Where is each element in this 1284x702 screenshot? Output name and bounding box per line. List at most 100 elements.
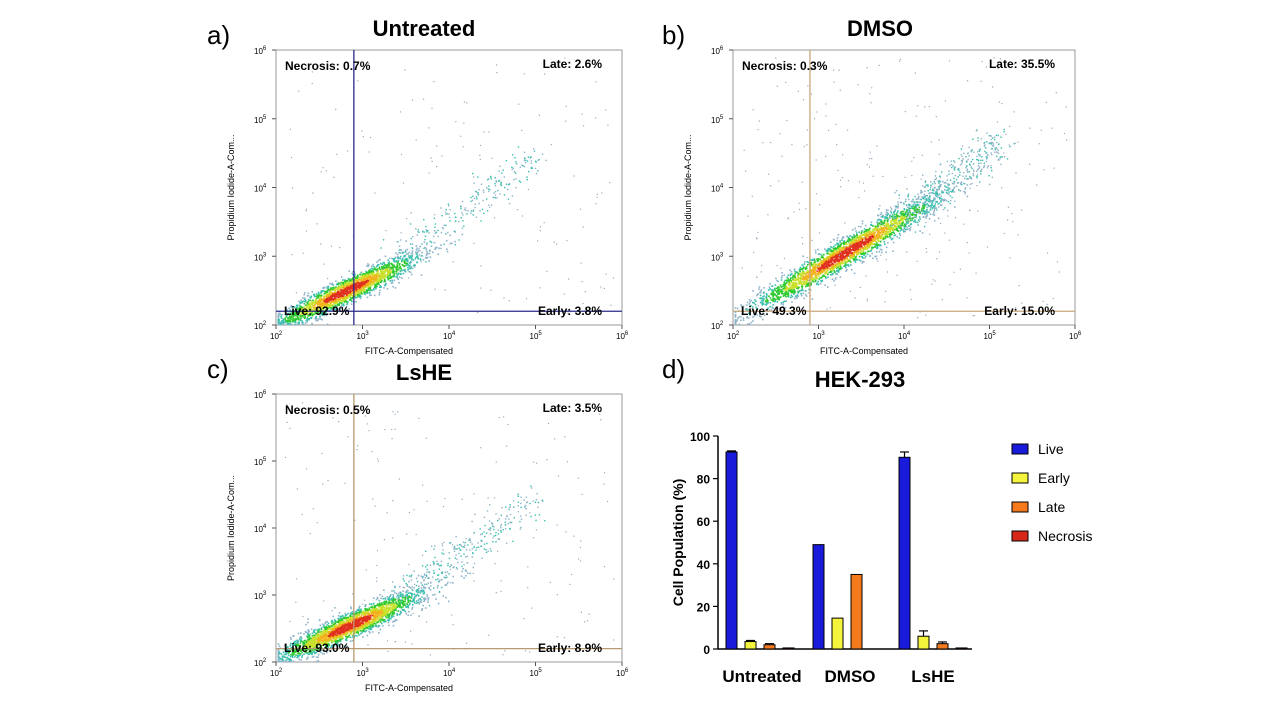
data-point [358, 279, 360, 281]
data-point [831, 251, 834, 254]
data-point [398, 249, 401, 251]
data-point [921, 207, 923, 210]
data-point [354, 284, 357, 287]
data-point [382, 262, 384, 264]
data-point [440, 247, 442, 250]
data-point [773, 299, 775, 301]
data-point [833, 245, 835, 248]
data-point [811, 279, 813, 281]
data-point [387, 259, 390, 261]
data-point [792, 291, 795, 294]
data-point [734, 311, 737, 313]
data-point [322, 167, 324, 169]
data-point [369, 289, 372, 291]
data-point [802, 270, 804, 272]
data-point [800, 279, 802, 281]
data-point [816, 260, 819, 263]
data-point [476, 198, 478, 200]
data-point [846, 260, 849, 263]
data-point [860, 249, 862, 251]
panel-title: Untreated [373, 16, 476, 41]
data-point [496, 197, 498, 199]
data-point [771, 292, 773, 295]
data-point [300, 299, 302, 302]
data-point [908, 203, 910, 206]
data-point [885, 235, 887, 238]
data-point [463, 225, 465, 227]
data-point [443, 224, 446, 226]
data-point [401, 269, 403, 272]
data-point [358, 276, 361, 279]
data-point [303, 297, 306, 299]
data-point [804, 273, 807, 276]
data-point [426, 253, 428, 255]
data-point [873, 242, 876, 245]
data-point [360, 276, 363, 278]
data-point [911, 205, 914, 207]
data-point [409, 271, 412, 273]
data-point [290, 156, 293, 159]
data-point [855, 251, 858, 254]
data-point [890, 212, 893, 214]
data-point [802, 255, 804, 257]
data-point [374, 268, 377, 271]
data-point [785, 300, 788, 302]
data-point [782, 284, 785, 286]
data-point [914, 205, 916, 207]
data-point [866, 238, 868, 241]
data-point [355, 301, 357, 303]
data-point [390, 267, 393, 269]
data-point [521, 164, 523, 166]
data-point [815, 252, 817, 254]
data-point [765, 302, 768, 305]
data-point [316, 302, 318, 305]
data-point [939, 197, 941, 200]
data-point [426, 242, 428, 244]
data-point [835, 265, 838, 267]
data-point [795, 282, 798, 284]
data-point [285, 307, 287, 309]
data-point [790, 290, 792, 292]
data-point [312, 309, 314, 311]
data-point [449, 209, 451, 211]
data-point [513, 178, 515, 181]
data-point [777, 286, 779, 289]
data-point [501, 172, 503, 174]
data-point [607, 124, 609, 126]
data-point [356, 281, 359, 284]
data-point [374, 282, 376, 284]
data-point [893, 218, 895, 221]
data-point [907, 219, 909, 222]
data-point [344, 286, 346, 289]
data-point [533, 150, 536, 152]
data-point [406, 264, 409, 266]
data-point [808, 281, 810, 284]
data-point [514, 157, 516, 159]
data-point [836, 237, 839, 239]
data-point [876, 225, 878, 228]
data-point [845, 270, 847, 272]
data-point [341, 306, 343, 309]
data-point [380, 273, 382, 276]
data-point [330, 245, 332, 247]
data-point [828, 248, 830, 251]
data-point [921, 212, 924, 215]
data-point [903, 218, 906, 220]
data-point [374, 192, 376, 194]
data-point [310, 303, 312, 305]
data-point [362, 286, 364, 289]
data-point [838, 255, 840, 258]
data-point [343, 301, 346, 303]
data-point [410, 252, 413, 255]
data-point [309, 305, 311, 307]
data-point [830, 259, 832, 261]
data-point [848, 259, 851, 262]
data-point [797, 292, 799, 294]
data-point [833, 249, 836, 252]
data-point [346, 284, 349, 286]
data-point [595, 117, 597, 119]
data-point [416, 253, 418, 255]
panel-letter: b) [662, 20, 685, 50]
data-point [363, 274, 366, 277]
data-point [801, 281, 804, 283]
